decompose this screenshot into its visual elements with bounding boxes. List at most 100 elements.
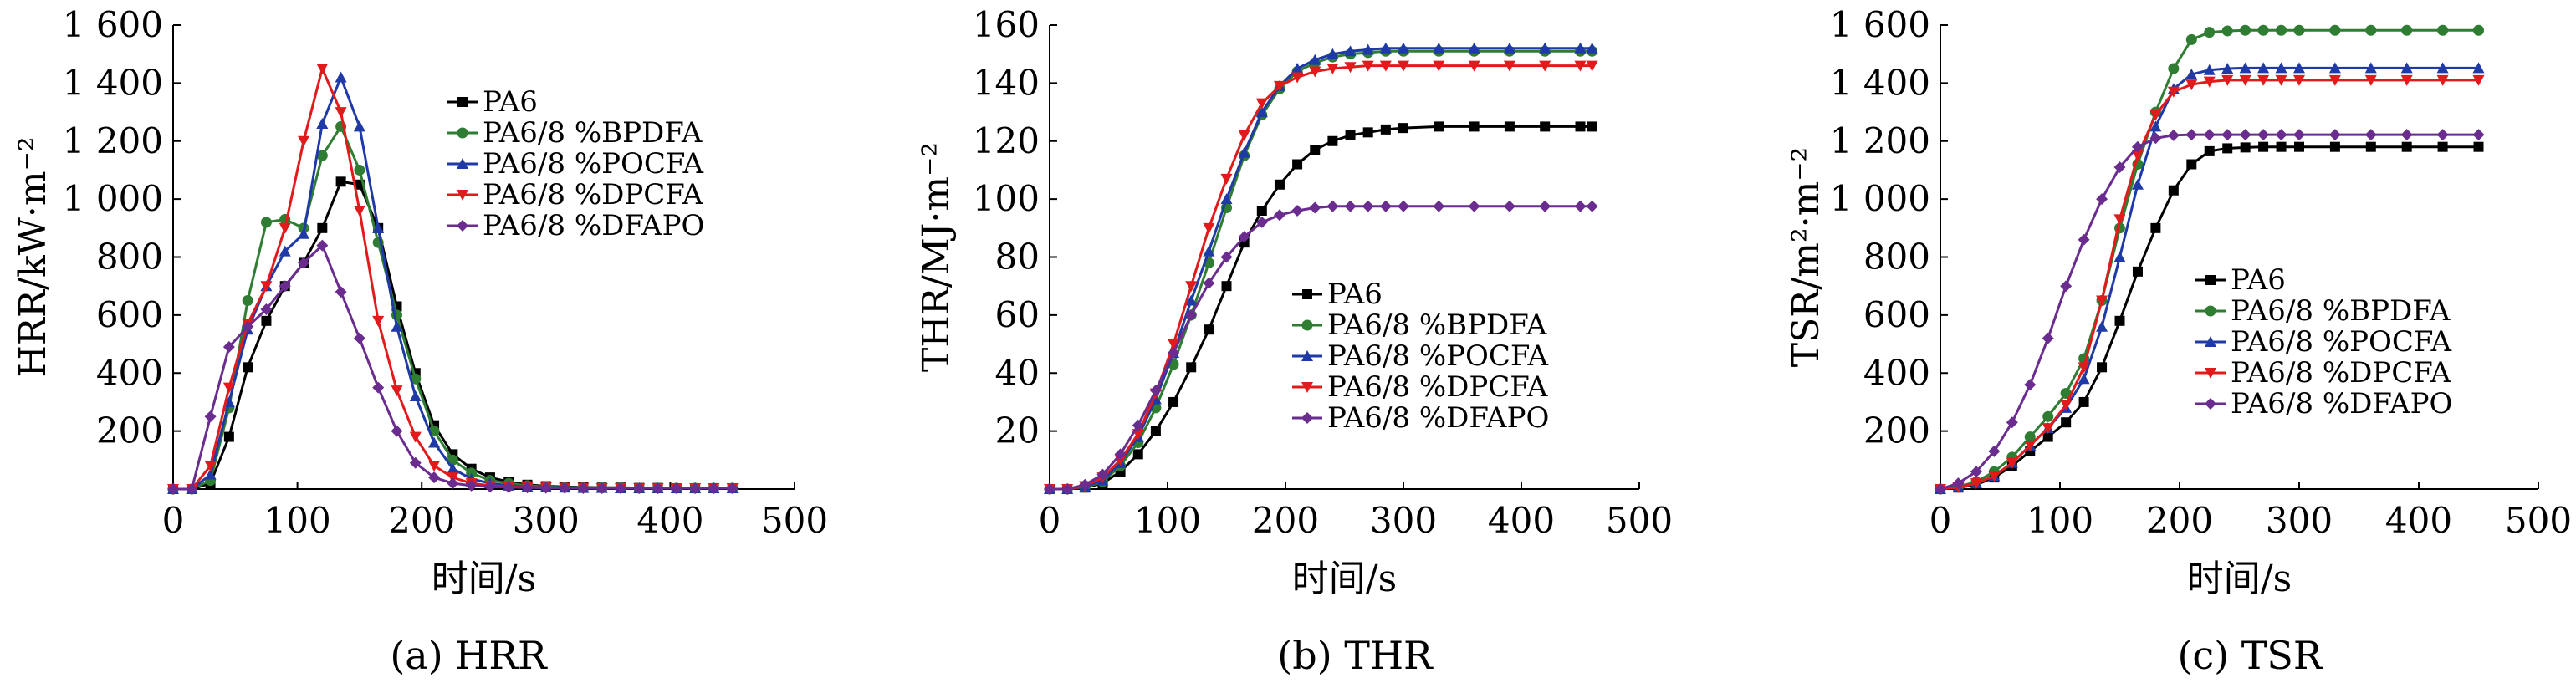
data-point [222,341,235,354]
data-point [2167,86,2180,98]
data-point [726,482,739,494]
data-point [1952,477,1965,490]
data-point [2096,320,2108,332]
data-point [2078,373,2090,385]
legend-label: PA6/8 %DFAPO [483,209,704,242]
data-point [1114,448,1127,461]
y-tick-label: 1 400 [1830,62,1930,103]
x-tick-label: 100 [264,500,331,541]
legend-label: PA6/8 %POCFA [483,147,704,181]
data-point [1238,130,1250,141]
data-point [1574,42,1587,54]
legend-label: PA6/8 %DFAPO [1327,401,1549,435]
data-point [2239,74,2251,86]
data-point [1309,201,1321,214]
data-point [447,477,459,490]
data-point [1433,200,1445,212]
data-point [2437,24,2449,36]
y-tick-label: 1 200 [1830,120,1930,161]
data-point [2400,62,2413,74]
data-point [2149,110,2162,121]
data-point [2401,141,2412,152]
data-point [1586,42,1598,54]
x-axis-label: 时间/s [1292,558,1397,600]
legend-marker [457,158,468,169]
data-point [1326,48,1339,59]
data-point [2240,142,2251,153]
data-point [1186,362,1197,373]
data-point [1469,121,1480,132]
data-point [1587,121,1597,132]
data-point [559,482,571,494]
data-point [447,454,458,466]
data-point [2097,362,2108,373]
y-tick-label: 100 [973,178,1040,219]
data-point [2149,120,2162,132]
data-point [1988,471,2001,482]
data-point [1935,483,1946,495]
data-point [689,482,702,494]
data-point [279,222,291,234]
legend-entry: PA6/8 %DPCFA [447,178,703,212]
data-point [1379,200,1392,212]
series-dfapo [1044,200,1598,495]
data-point [279,280,291,293]
y-tick-label: 60 [995,294,1040,335]
data-point [2221,25,2233,37]
data-point [2096,295,2108,307]
data-point [1185,294,1198,306]
legend-entry: PA6/8 %POCFA [2195,325,2452,359]
data-point [298,135,310,147]
data-point [354,164,365,176]
data-point [2328,129,2341,141]
legend-label: PA6/8 %DFAPO [2231,387,2452,421]
data-point [1540,121,1551,132]
data-point [242,320,254,333]
data-point [242,295,253,307]
data-point [335,286,347,298]
legend-marker [2205,368,2216,379]
data-point [1362,43,1374,55]
data-point [1362,127,1373,138]
legend-marker [457,127,468,139]
legend-label: PA6/8 %POCFA [2231,325,2452,359]
x-tick-label: 300 [2266,500,2333,541]
data-point [1434,121,1444,132]
data-point [2042,410,2054,422]
data-point [539,482,552,494]
data-point [2024,440,2037,451]
legend-label: PA6/8 %BPDFA [1327,308,1547,342]
data-point [465,479,478,492]
x-tick-label: 500 [2505,500,2572,541]
data-point [335,176,346,187]
data-point [298,257,310,269]
data-point [2006,416,2018,429]
data-point [2150,222,2161,233]
data-point [2400,129,2413,141]
legend-marker [2205,398,2216,410]
data-point [353,206,365,217]
data-point [2203,129,2216,141]
data-point [2060,400,2073,411]
x-tick-label: 0 [162,500,185,541]
data-point [1203,277,1215,289]
legend-entry: PA6/8 %BPDFA [1292,308,1547,342]
data-point [2472,74,2485,86]
data-point [2472,129,2485,141]
data-point [2114,315,2125,326]
legend-label: PA6/8 %POCFA [1327,339,1549,373]
data-point [1238,146,1250,158]
data-point [1970,478,1982,490]
data-point [1291,205,1304,217]
legend-marker [1302,289,1312,299]
data-point [1310,145,1321,155]
data-point [1291,63,1304,74]
data-point [1344,62,1357,74]
data-point [2167,129,2180,141]
data-point [372,381,385,394]
data-point [2203,76,2216,88]
data-point [2186,159,2197,170]
data-point [2240,24,2251,36]
data-point [428,471,441,484]
